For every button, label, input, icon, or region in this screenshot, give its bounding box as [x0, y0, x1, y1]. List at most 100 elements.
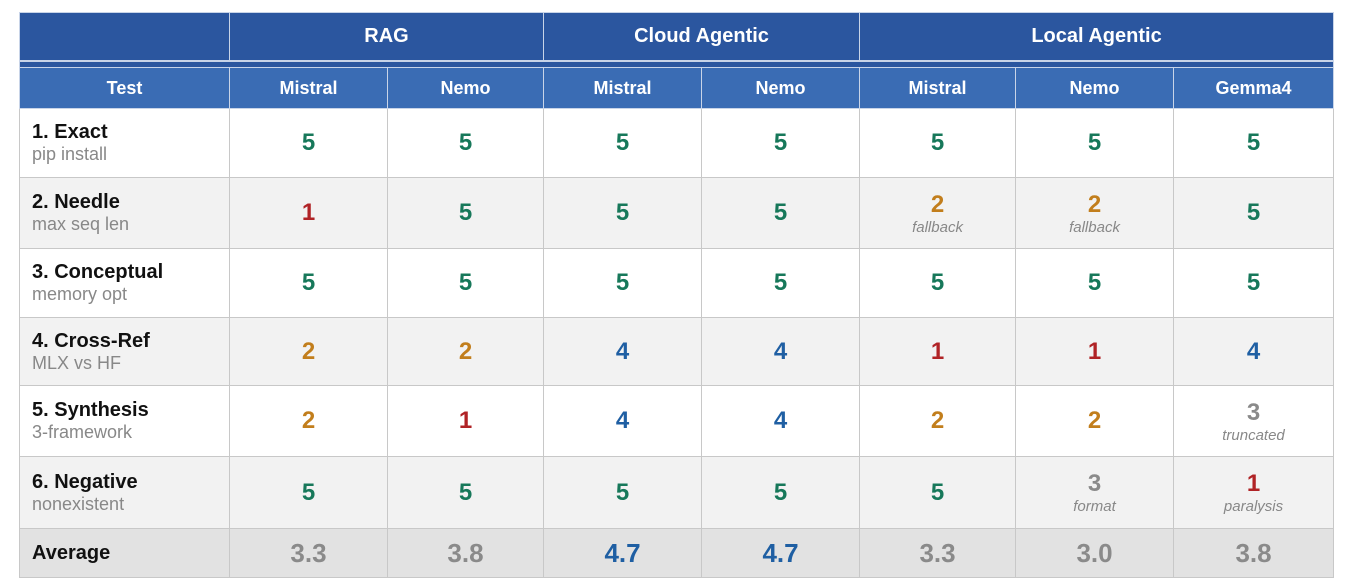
- average-value: 3.0: [1076, 537, 1113, 568]
- score-cell: 5: [229, 108, 388, 178]
- average-cell: 4.7: [701, 528, 861, 578]
- test-name: 6. Negative: [32, 470, 138, 493]
- test-row: 4. Cross-Ref MLX vs HF 2 2 4 4 1 1 4: [19, 317, 1335, 386]
- score-cell: 2 fallback: [859, 177, 1017, 249]
- score: 4: [1246, 337, 1261, 365]
- group-header: RAG: [228, 12, 545, 62]
- score-cell: 5: [859, 248, 1017, 318]
- score-cell: 5: [543, 456, 703, 529]
- score-cell: 1 paralysis: [1173, 456, 1335, 529]
- test-cell: 5. Synthesis 3-framework: [19, 385, 230, 457]
- test-detail: pip install: [32, 144, 108, 164]
- score-cell: 5: [386, 177, 545, 249]
- score: 1: [1246, 470, 1261, 497]
- corner-header: Test: [19, 67, 230, 109]
- test-row: 6. Negative nonexistent 5 5 5 5 5 3 format 1 paral…: [19, 456, 1335, 529]
- average-value: 4.7: [604, 537, 641, 568]
- score: 5: [1246, 269, 1261, 296]
- score: 5: [773, 478, 788, 506]
- test-name: 1. Exact: [32, 121, 108, 143]
- score: 4: [615, 337, 630, 365]
- average-cell: 3.3: [859, 528, 1017, 578]
- score: 5: [458, 269, 473, 296]
- score-cell: 5: [1173, 248, 1335, 318]
- score: 5: [458, 199, 473, 226]
- column-header: Mistral: [543, 67, 703, 109]
- score-cell: 2: [229, 385, 388, 457]
- column-header: Nemo: [701, 67, 861, 109]
- score-cell: 4: [701, 317, 861, 386]
- score-cell: 5: [1173, 177, 1335, 249]
- average-row: Average 3.3 3.8 4.7 4.7 3.3 3.0 3.8: [19, 528, 1335, 578]
- score: 3: [1087, 470, 1102, 497]
- average-value: 3.3: [290, 537, 327, 568]
- score-cell: 5: [1015, 248, 1175, 318]
- score-cell: 5: [386, 108, 545, 178]
- score: 5: [615, 269, 630, 296]
- score-cell: 2 fallback: [1015, 177, 1175, 249]
- column-header-row: Test Mistral Nemo Mistral Nemo Mistral Nemo Gem…: [19, 67, 1335, 109]
- column-header: Mistral: [229, 67, 388, 109]
- results-table: RAG Cloud Agentic Local Agentic Test Mistral…: [18, 12, 1335, 578]
- score-note: truncated: [1222, 426, 1285, 444]
- score: 5: [301, 269, 316, 296]
- score: 1: [458, 407, 473, 434]
- test-cell: 4. Cross-Ref MLX vs HF: [19, 317, 230, 386]
- score: 5: [615, 478, 630, 506]
- score-cell: 5: [543, 248, 703, 318]
- score: 5: [930, 478, 945, 506]
- score: 2: [1087, 407, 1102, 434]
- score-cell: 2: [859, 385, 1017, 457]
- average-value: 3.8: [1235, 537, 1272, 568]
- score-cell: 5: [701, 456, 861, 529]
- score: 5: [1087, 129, 1102, 156]
- test-name: 4. Cross-Ref: [32, 329, 150, 352]
- average-label-cell: Average: [19, 528, 230, 578]
- score-cell: 5: [1015, 108, 1175, 178]
- average-cell: 3.3: [229, 528, 388, 578]
- score: 5: [773, 129, 788, 156]
- score: 4: [773, 337, 788, 365]
- score: 1: [301, 199, 316, 226]
- score: 1: [930, 337, 945, 365]
- test-name: 5. Synthesis: [32, 399, 149, 421]
- test-row: 3. Conceptual memory opt 5 5 5 5 5 5 5: [19, 248, 1335, 318]
- corner-cell: [19, 12, 230, 62]
- score: 5: [1246, 199, 1261, 226]
- score: 1: [1087, 337, 1102, 365]
- test-detail: MLX vs HF: [32, 352, 122, 373]
- score: 5: [773, 269, 788, 296]
- score-note: fallback: [1069, 218, 1120, 236]
- column-header: Nemo: [1015, 67, 1175, 109]
- score-cell: 5: [701, 108, 861, 178]
- score-cell: 1: [1015, 317, 1175, 386]
- group-header: Local Agentic: [859, 12, 1335, 62]
- average-cell: 3.8: [1173, 528, 1335, 578]
- test-name: 3. Conceptual: [32, 261, 164, 283]
- score: 5: [1087, 269, 1102, 296]
- score: 2: [301, 407, 316, 434]
- average-cell: 4.7: [543, 528, 703, 578]
- group-header: Cloud Agentic: [543, 12, 861, 62]
- score: 2: [1087, 190, 1102, 218]
- score: 5: [773, 199, 788, 226]
- score-cell: 5: [701, 177, 861, 249]
- score: 5: [458, 478, 473, 506]
- score: 5: [301, 129, 316, 156]
- average-value: 4.7: [762, 537, 799, 568]
- score: 3: [1246, 398, 1261, 426]
- score-cell: 3 format: [1015, 456, 1175, 529]
- test-row: 1. Exact pip install 5 5 5 5 5 5 5: [19, 108, 1335, 178]
- column-header: Mistral: [859, 67, 1017, 109]
- score-note: fallback: [912, 218, 963, 236]
- score: 5: [930, 129, 945, 156]
- score-cell: 5: [859, 108, 1017, 178]
- score: 5: [301, 478, 316, 506]
- score: 5: [930, 269, 945, 296]
- test-cell: 6. Negative nonexistent: [19, 456, 230, 529]
- score-cell: 1: [386, 385, 545, 457]
- score: 2: [301, 337, 316, 365]
- test-detail: nonexistent: [32, 493, 125, 514]
- test-row: 5. Synthesis 3-framework 2 1 4 4 2 2 3 truncated: [19, 385, 1335, 457]
- score-cell: 4: [543, 385, 703, 457]
